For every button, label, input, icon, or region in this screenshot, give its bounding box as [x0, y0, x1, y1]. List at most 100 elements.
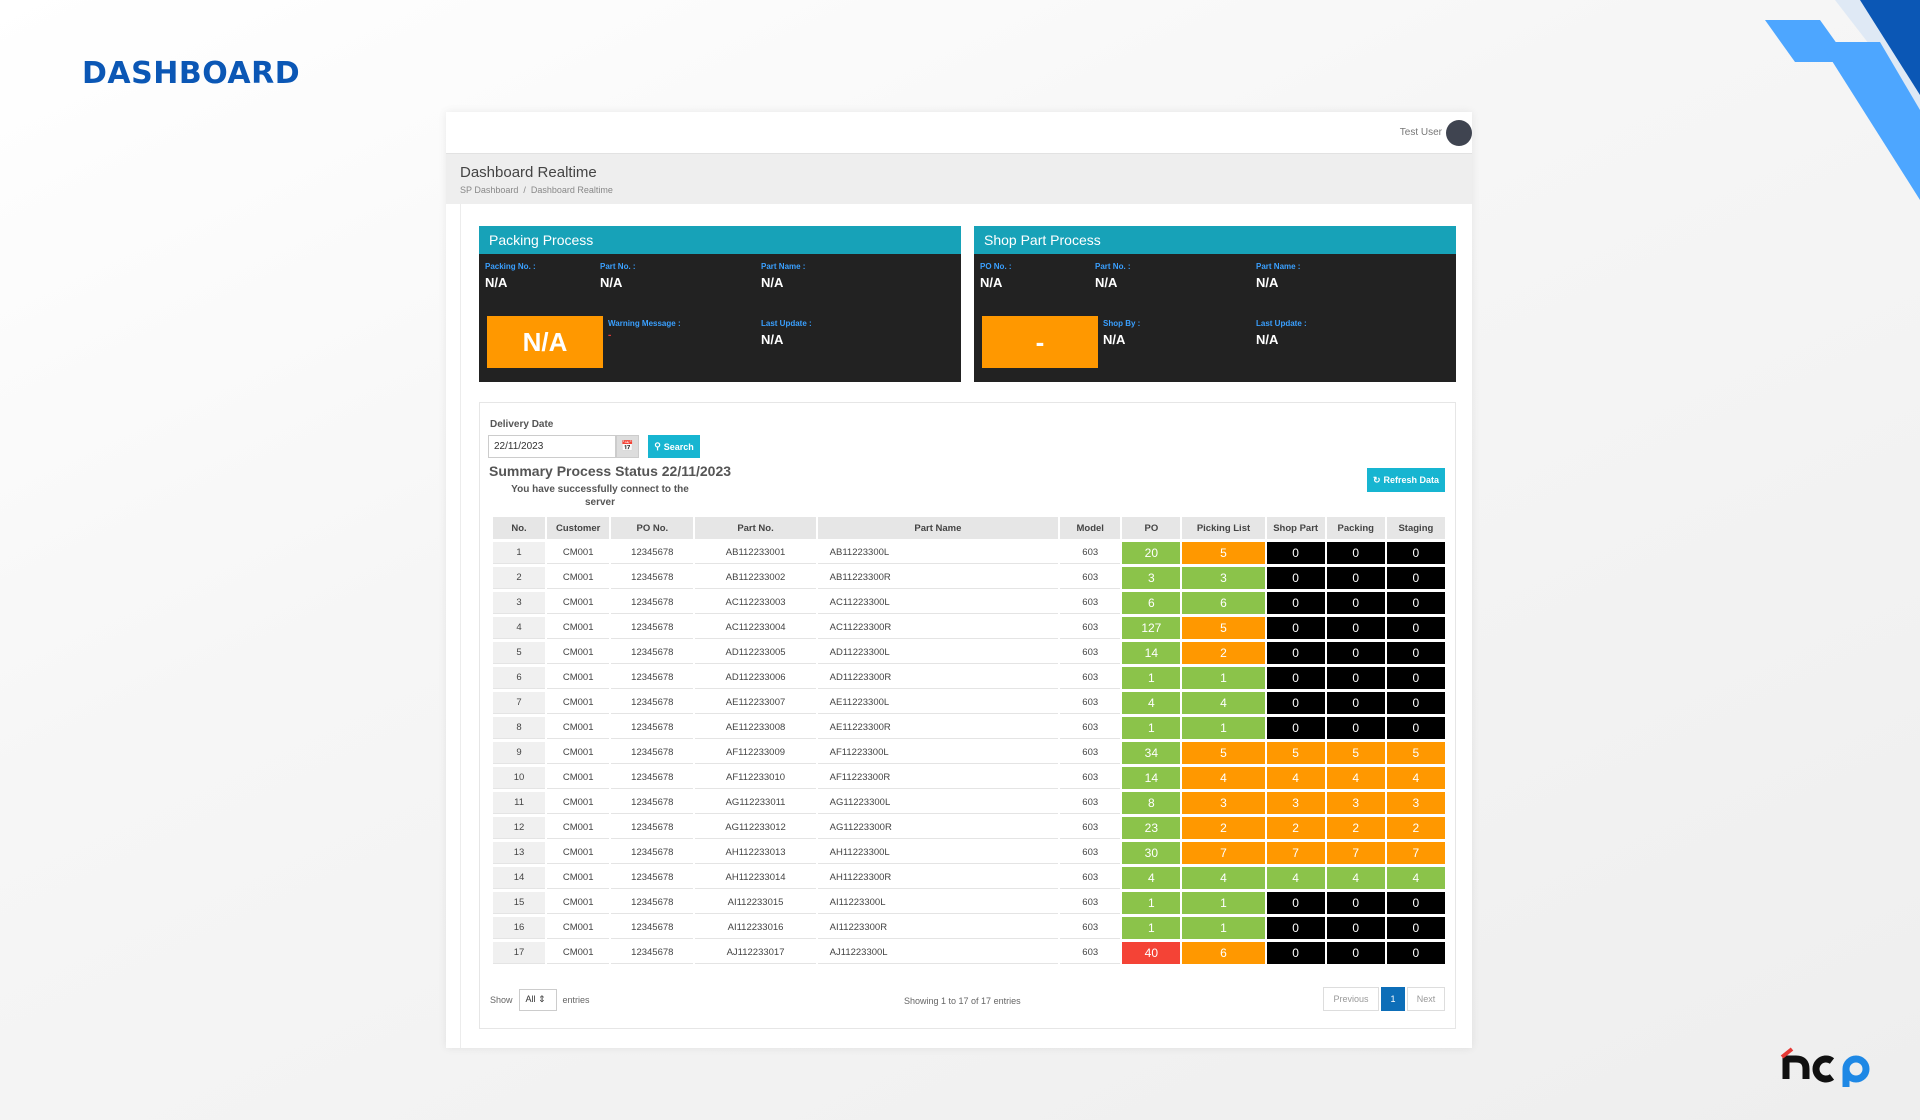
- table-cell: CM001: [547, 892, 610, 914]
- table-cell: 14: [1122, 642, 1181, 664]
- table-cell: 5: [1182, 542, 1265, 564]
- table-cell: CM001: [547, 942, 610, 964]
- delivery-date-input[interactable]: [488, 435, 616, 458]
- column-header[interactable]: Shop Part: [1266, 517, 1325, 539]
- table-row: 13 CM001 12345678 AH112233013 AH11223300L 603…: [493, 842, 1445, 864]
- table-cell: 12345678: [611, 867, 694, 889]
- shop-by-field: Shop By : N/A: [1103, 319, 1141, 347]
- table-cell: 0: [1386, 892, 1445, 914]
- table-cell: 0: [1266, 567, 1325, 589]
- user-name[interactable]: Test User: [1399, 127, 1442, 138]
- table-cell: 603: [1060, 567, 1121, 589]
- shop-status-block: -: [982, 316, 1098, 368]
- table-cell: 1: [1122, 892, 1181, 914]
- table-cell: 0: [1326, 592, 1385, 614]
- shop-part-process-panel: Shop Part Process PO No. : N/A Part No. …: [974, 226, 1456, 382]
- table-cell: AD11223300R: [817, 667, 1059, 689]
- table-row: 15 CM001 12345678 AI112233015 AI11223300L 603…: [493, 892, 1445, 914]
- column-header[interactable]: Staging: [1386, 517, 1445, 539]
- table-cell: 12345678: [611, 942, 694, 964]
- table-cell: 12345678: [611, 717, 694, 739]
- refresh-data-button[interactable]: ↻ Refresh Data: [1367, 468, 1445, 492]
- refresh-icon: ↻: [1372, 474, 1381, 485]
- column-header[interactable]: Customer: [547, 517, 610, 539]
- part-name-field: Part Name : N/A: [1256, 262, 1301, 290]
- table-cell: 0: [1386, 692, 1445, 714]
- table-cell: AH11223300L: [817, 842, 1059, 864]
- column-header[interactable]: Model: [1060, 517, 1121, 539]
- page-title: Dashboard Realtime: [460, 164, 597, 181]
- summary-table: No. Customer PO No. Part No. Part Name Model P…: [491, 514, 1447, 967]
- table-cell: 7: [1326, 842, 1385, 864]
- avatar[interactable]: [1446, 120, 1472, 146]
- table-cell: AJ112233017: [695, 942, 816, 964]
- next-page-button[interactable]: Next: [1407, 987, 1445, 1011]
- entries-select[interactable]: All ⇕: [518, 989, 557, 1011]
- table-cell: AC11223300L: [817, 592, 1059, 614]
- table-cell: 12345678: [611, 917, 694, 939]
- column-header[interactable]: PO No.: [611, 517, 694, 539]
- table-cell: AJ11223300L: [817, 942, 1059, 964]
- table-cell: CM001: [547, 592, 610, 614]
- table-cell: 0: [1326, 642, 1385, 664]
- table-cell: 603: [1060, 692, 1121, 714]
- table-cell: 5: [1266, 742, 1325, 764]
- column-header[interactable]: Packing: [1326, 517, 1385, 539]
- table-cell: AG112233011: [695, 792, 816, 814]
- table-cell: 12345678: [611, 842, 694, 864]
- search-button[interactable]: ⚲ Search: [648, 435, 700, 458]
- table-cell: 4: [1122, 867, 1181, 889]
- table-cell: 8: [1122, 792, 1181, 814]
- table-cell: 12345678: [611, 817, 694, 839]
- table-cell: 603: [1060, 842, 1121, 864]
- table-cell: 4: [1122, 692, 1181, 714]
- table-cell: 0: [1266, 642, 1325, 664]
- table-cell: 12345678: [611, 742, 694, 764]
- po-no-field: PO No. : N/A: [980, 262, 1012, 290]
- table-cell: AF11223300L: [817, 742, 1059, 764]
- table-cell: 23: [1122, 817, 1181, 839]
- breadcrumb-item-current: Dashboard Realtime: [530, 185, 613, 195]
- table-cell: 10: [493, 767, 546, 789]
- table-cell: 30: [1122, 842, 1181, 864]
- table-cell: 0: [1386, 917, 1445, 939]
- column-header[interactable]: Part Name: [817, 517, 1059, 539]
- last-update-field: Last Update : N/A: [761, 319, 812, 347]
- table-row: 12 CM001 12345678 AG112233012 AG11223300R 603…: [493, 817, 1445, 839]
- table-cell: 603: [1060, 892, 1121, 914]
- table-cell: AG11223300L: [817, 792, 1059, 814]
- table-cell: 6: [493, 667, 546, 689]
- page-1-button[interactable]: 1: [1381, 987, 1405, 1011]
- table-cell: 603: [1060, 792, 1121, 814]
- table-cell: 12345678: [611, 567, 694, 589]
- table-cell: 9: [493, 742, 546, 764]
- table-row: 10 CM001 12345678 AF112233010 AF11223300R 603…: [493, 767, 1445, 789]
- table-header-row: No. Customer PO No. Part No. Part Name Model P…: [493, 517, 1445, 539]
- table-cell: 603: [1060, 867, 1121, 889]
- table-cell: 5: [493, 642, 546, 664]
- calendar-icon[interactable]: 📅: [616, 435, 639, 458]
- column-header[interactable]: Part No.: [695, 517, 816, 539]
- table-cell: 5: [1326, 742, 1385, 764]
- topbar: Test User: [446, 112, 1472, 154]
- table-cell: 2: [1182, 642, 1265, 664]
- breadcrumb-item-home[interactable]: SP Dashboard: [460, 185, 519, 195]
- table-cell: 12345678: [611, 542, 694, 564]
- table-cell: AG11223300R: [817, 817, 1059, 839]
- table-cell: 0: [1326, 717, 1385, 739]
- table-cell: 4: [1386, 867, 1445, 889]
- table-cell: 0: [1266, 542, 1325, 564]
- table-row: 9 CM001 12345678 AF112233009 AF11223300L 603 3…: [493, 742, 1445, 764]
- table-cell: 1: [1182, 667, 1265, 689]
- column-header[interactable]: PO: [1122, 517, 1181, 539]
- table-cell: 0: [1326, 667, 1385, 689]
- table-cell: 603: [1060, 717, 1121, 739]
- table-cell: 34: [1122, 742, 1181, 764]
- table-cell: AI11223300L: [817, 892, 1059, 914]
- column-header[interactable]: No.: [493, 517, 546, 539]
- table-cell: 15: [493, 892, 546, 914]
- column-header[interactable]: Picking List: [1182, 517, 1265, 539]
- table-cell: 0: [1266, 717, 1325, 739]
- previous-page-button[interactable]: Previous: [1323, 987, 1379, 1011]
- table-cell: 0: [1326, 617, 1385, 639]
